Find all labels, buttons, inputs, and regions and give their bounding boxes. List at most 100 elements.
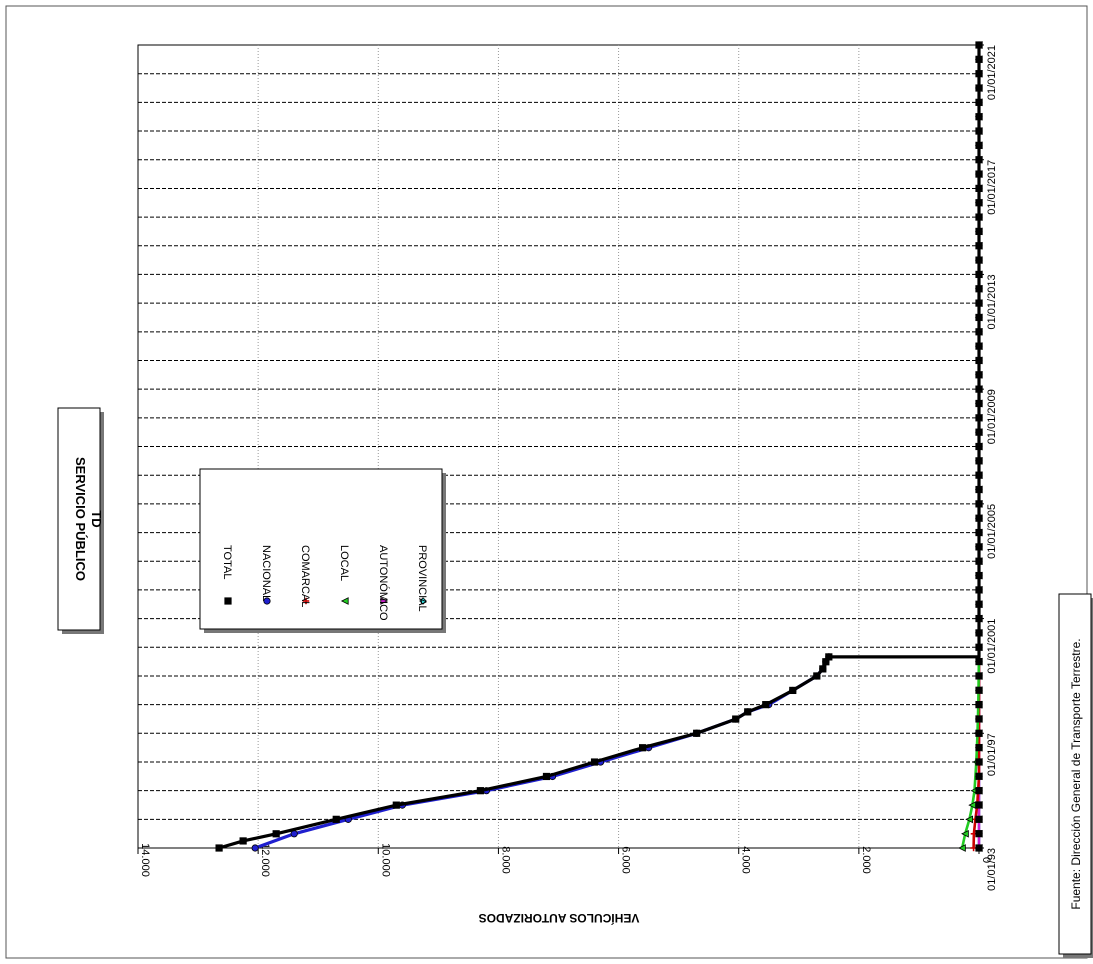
data-point-total [476, 787, 485, 795]
source-box [1058, 593, 1092, 955]
data-point-total [732, 715, 740, 723]
x-tick-label: 01/01/2021 [986, 45, 998, 100]
x-tick-label: 01/01/97 [986, 733, 998, 776]
data-point-total [975, 571, 983, 580]
y-tick-label: 2.000 [860, 846, 872, 874]
data-point-total [819, 665, 827, 673]
data-point-total [975, 830, 983, 838]
data-point-total [975, 543, 983, 551]
data-point-total [975, 141, 983, 149]
x-tick-label: 01/01/2013 [986, 274, 998, 329]
legend-label-autonmico: AUTONÓMICO [377, 545, 390, 621]
data-point-total [975, 385, 983, 393]
data-point-total [639, 744, 647, 752]
plot-area: 0 2.000 4.000 6.000 8.000 10.000 12.000 14.000 0… [137, 41, 998, 891]
data-point-total [825, 653, 833, 661]
legend-marker-comarcal [302, 597, 310, 605]
legend-label-nacional: NACIONAL [260, 545, 272, 601]
data-point-total [975, 729, 983, 737]
data-point-total [975, 328, 983, 336]
data-point-total [975, 457, 983, 465]
data-point-total [744, 708, 752, 716]
data-point-total [975, 70, 983, 78]
data-point-total [392, 801, 400, 809]
legend: TOTAL NACIONAL COMARCAL LOCAL AUTONÓMICO PROV… [199, 468, 446, 633]
legend-marker-total [224, 597, 232, 605]
data-point-total [975, 184, 983, 192]
data-point-total [975, 313, 983, 322]
y-tick-label: 12.000 [259, 843, 271, 877]
data-point-total [975, 127, 983, 135]
data-point-total [975, 586, 983, 594]
data-point-total [975, 715, 983, 723]
data-point-total [975, 55, 983, 63]
chart-subtitle: TD [89, 510, 104, 527]
data-point-nacional [251, 844, 259, 852]
data-point-total [975, 772, 983, 780]
data-point-total [975, 285, 983, 293]
data-point-total [813, 672, 821, 680]
chart-title: SERVICIO PÚBLICO [73, 457, 88, 581]
data-point-total [975, 686, 983, 694]
y-tick-label: 10.000 [379, 843, 391, 877]
data-point-total [975, 113, 983, 121]
data-point-total [975, 399, 983, 408]
y-tick-label: 4.000 [740, 846, 752, 874]
x-tick-label: 01/01/93 [986, 848, 998, 891]
data-point-total [762, 701, 770, 709]
data-point-total [975, 270, 983, 279]
data-point-total [542, 772, 551, 781]
data-point-total [975, 643, 983, 651]
x-tick-label: 01/01/2001 [986, 619, 998, 674]
data-point-total [590, 758, 599, 766]
data-point-total [975, 84, 983, 92]
legend-label-total: TOTAL [221, 545, 233, 579]
data-point-total [975, 657, 983, 666]
title-box [57, 407, 101, 631]
data-point-total [975, 356, 983, 365]
data-point-local [961, 829, 969, 838]
y-tick-label: 0 [980, 857, 992, 863]
legend-marker-nacional [263, 597, 271, 605]
data-point-total [975, 414, 983, 422]
legend-label-comarcal: COMARCAL [299, 545, 311, 607]
data-point-total [975, 787, 983, 795]
legend-label-local: LOCAL [338, 545, 350, 581]
legend-marker-provincial [419, 597, 427, 605]
data-point-total [975, 170, 983, 178]
data-point-total [975, 614, 983, 623]
data-point-total [975, 815, 983, 823]
legend-marker-local [340, 597, 349, 605]
data-point-total [975, 557, 983, 565]
data-point-total [975, 342, 983, 350]
data-point-total [239, 837, 247, 845]
data-point-total [789, 686, 797, 695]
x-tick-label: 01/01/2005 [986, 504, 998, 559]
data-point-total [975, 428, 983, 436]
x-tick-label: 01/01/2009 [986, 389, 998, 444]
data-point-total [975, 485, 983, 494]
data-point-total [975, 199, 983, 207]
y-tick-label: 6.000 [620, 846, 632, 874]
data-point-total [975, 514, 983, 522]
data-point-total [975, 41, 983, 49]
data-point-total [975, 844, 983, 852]
data-point-total [975, 528, 983, 537]
data-point-total [975, 801, 983, 809]
y-tick-label: 14.000 [139, 843, 151, 877]
legend-box [199, 468, 443, 630]
legend-marker-autonmico [380, 597, 389, 605]
data-point-total [975, 227, 983, 236]
source-note: Fuente: Dirección General de Transporte … [1069, 638, 1083, 909]
data-point-total [975, 98, 983, 106]
data-point-total [975, 500, 983, 508]
data-point-total [332, 815, 340, 823]
data-point-total [975, 213, 983, 221]
data-point-total [975, 629, 983, 637]
data-point-total [975, 442, 983, 451]
data-point-total [272, 830, 280, 838]
data-point-total [975, 299, 983, 307]
data-point-total [975, 701, 983, 709]
data-point-total [975, 371, 983, 379]
